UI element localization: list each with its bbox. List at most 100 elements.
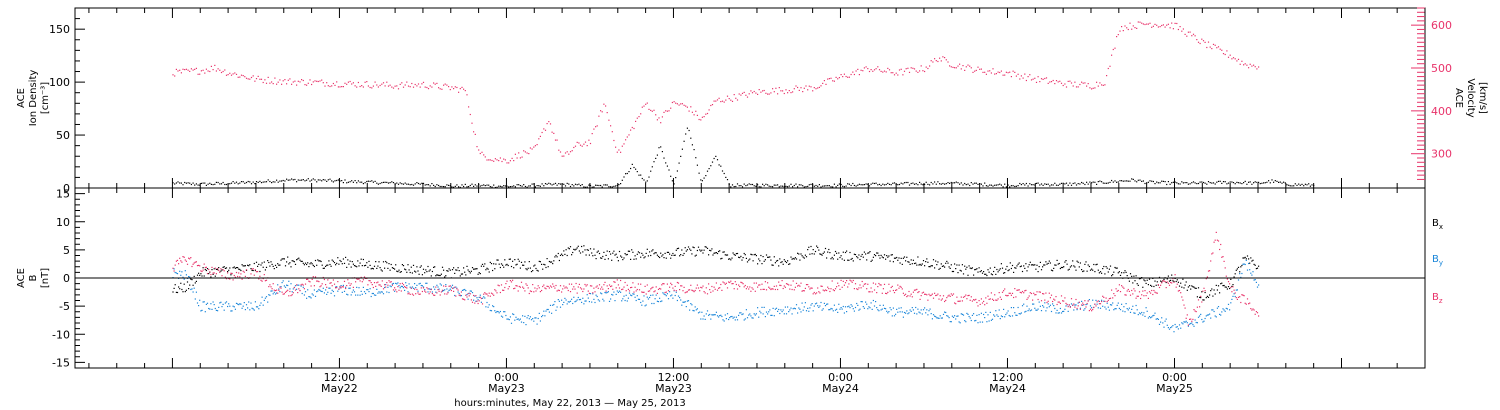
velocity-point [917,71,919,73]
velocity-point [297,80,299,82]
velocity-point [563,155,565,157]
bx-point [261,262,263,264]
velocity-point [777,93,779,95]
bx-point [578,250,580,252]
velocity-point [1099,82,1101,84]
bz-point [227,272,229,274]
bx-point [1241,264,1243,267]
bz-point [1193,309,1195,311]
density-point [1025,182,1027,185]
density-point [1004,183,1006,185]
by-point [632,293,634,295]
by-point [1254,279,1256,281]
density-point [1049,185,1051,187]
bz-point [470,299,472,301]
by-point [1123,306,1125,308]
by-point [833,304,835,306]
bx-point [584,249,586,251]
velocity-point [336,81,338,83]
bx-point [757,263,759,265]
by-point [1165,318,1167,320]
bx-point [262,266,264,268]
bz-point [637,283,639,285]
velocity-point [615,146,617,148]
bx-point [1255,268,1257,270]
bx-point [656,254,658,256]
bx-point [840,255,842,257]
by-point [1242,263,1244,265]
bz-point [178,263,180,265]
by-point [1189,323,1191,325]
top-panel-frame [74,7,1426,189]
bx-point [483,265,485,267]
density-point [1167,181,1169,183]
by-point [1252,271,1254,273]
density-point [681,148,683,150]
bx-point [696,249,698,252]
density-point [890,184,892,186]
bx-point [946,260,948,262]
by-point [291,291,293,293]
density-point [940,183,942,185]
bz-point [313,285,315,287]
by-point [349,287,351,289]
density-point [257,181,259,183]
bx-point [257,265,259,267]
bz-point [990,292,992,294]
density-point [1306,184,1308,186]
density-point [466,186,468,188]
by-point [453,287,455,289]
by-point [876,307,878,309]
bx-point [1103,265,1105,268]
b-tick-label: 5 [63,244,70,257]
by-point [287,284,289,287]
bz-point [949,295,951,297]
by-point [1184,321,1186,323]
bx-point [1194,287,1196,289]
density-point [990,184,992,186]
bx-point [1237,266,1240,268]
by-point [530,319,533,321]
by-point [755,313,757,315]
bz-point [927,299,929,301]
by-point [470,290,472,292]
bz-point [1109,297,1112,299]
velocity-point [1146,23,1148,25]
bz-point [1127,288,1129,291]
velocity-point [456,86,458,89]
by-point [509,316,511,318]
b-tick-label: 0 [63,272,70,285]
bz-point [578,283,580,285]
bx-point [360,258,362,260]
bz-point [876,292,878,294]
velocity-point [838,77,840,79]
bx-point [564,253,566,255]
density-point [718,164,720,166]
bz-point [1142,290,1144,292]
by-point [973,313,975,315]
density-point [910,182,912,185]
x-tick-date: May25 [1156,382,1193,395]
bx-point [1177,281,1179,283]
bx-point [239,268,241,271]
density-point [548,182,550,184]
bz-point [783,285,785,287]
density-point [387,182,390,184]
bz-point [453,290,455,292]
by-point [485,306,487,308]
bx-point [967,274,969,276]
density-point [964,182,966,185]
bz-point [437,289,439,291]
by-point [1231,298,1233,300]
by-point [173,268,175,270]
bz-point [577,286,579,288]
density-point [453,186,455,188]
by-point [986,321,988,323]
bx-point [402,265,405,267]
density-point [260,182,263,184]
density-point [1092,181,1094,183]
by-point [813,305,815,307]
bx-point [489,261,491,263]
bz-point [483,293,485,295]
velocity-point [626,136,628,138]
